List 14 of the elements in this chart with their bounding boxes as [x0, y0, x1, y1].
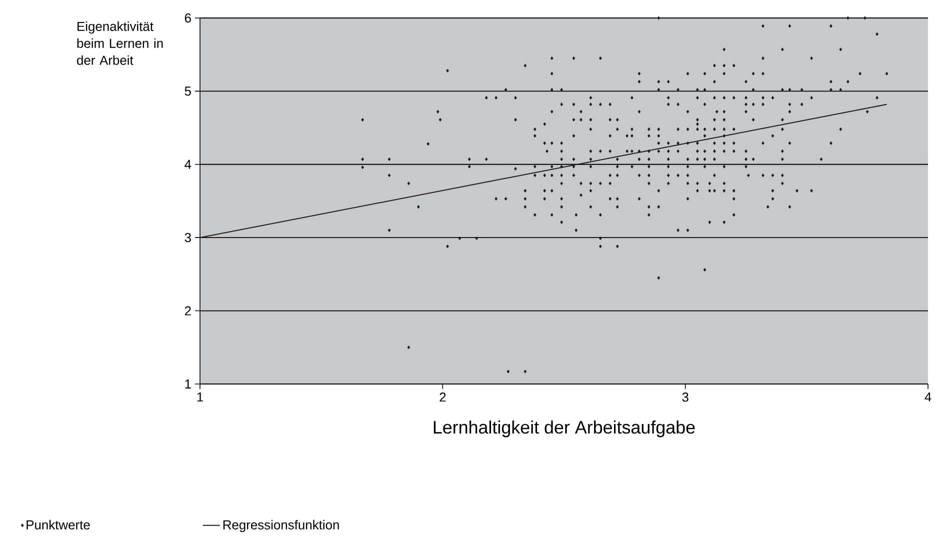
y-tick-label: 2: [184, 306, 191, 316]
y-tick-label: 5: [184, 86, 191, 96]
y-tick-label: 3: [184, 233, 191, 242]
x-tick-label: 1: [197, 392, 203, 402]
x-tick-label: 4: [924, 392, 932, 402]
x-tick-label: 3: [682, 392, 688, 402]
legend-label: Punktwerte: [26, 520, 90, 530]
y-tick-label: 4: [184, 160, 192, 169]
y-tick-label: 6: [184, 13, 191, 23]
y-axis-title: Eigenaktivität beim Lernen in der Arbeit: [77, 22, 163, 65]
x-tick-label: 2: [440, 392, 446, 402]
y-tick-label: 1: [185, 380, 191, 388]
legend-label: Regressionsfunktion: [223, 520, 339, 532]
x-axis-title: Lernhaltigkeit der Arbeitsaufgabe: [434, 420, 695, 438]
